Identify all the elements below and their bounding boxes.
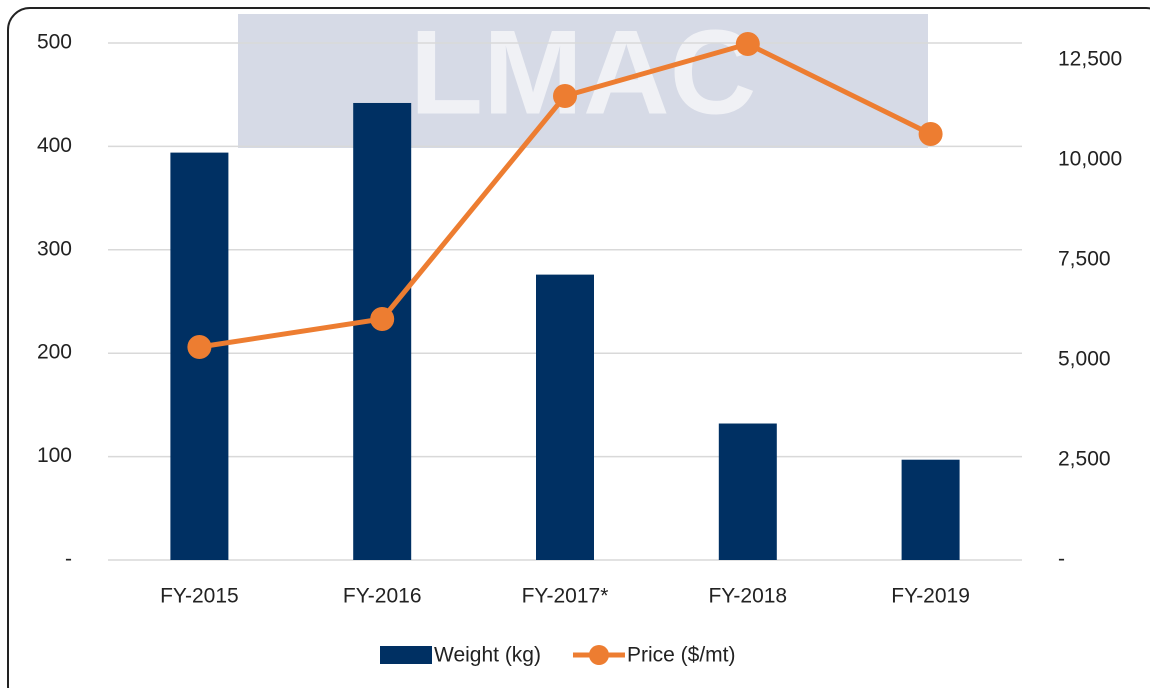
y2-tick-label: 12,500 <box>1058 48 1122 71</box>
legend-swatch <box>589 645 609 665</box>
bar <box>353 103 411 560</box>
y-tick-label: 300 <box>37 237 72 260</box>
bar <box>902 460 960 560</box>
y2-tick-label: 5,000 <box>1058 348 1111 371</box>
price-marker <box>919 122 943 146</box>
legend-swatch <box>380 646 432 664</box>
y-tick-label: - <box>65 548 72 571</box>
x-tick-label: FY-2018 <box>708 585 787 608</box>
x-tick-label: FY-2015 <box>160 585 239 608</box>
y-tick-label: 200 <box>37 341 72 364</box>
price-marker <box>553 84 577 108</box>
price-marker <box>187 335 211 359</box>
bar <box>536 275 594 560</box>
price-marker <box>370 307 394 331</box>
price-marker <box>736 32 760 56</box>
legend-label: Weight (kg) <box>434 644 541 667</box>
y-tick-label: 500 <box>37 31 72 54</box>
x-tick-label: FY-2016 <box>343 585 422 608</box>
bar <box>719 424 777 560</box>
x-tick-label: FY-2019 <box>891 585 970 608</box>
legend-label: Price ($/mt) <box>627 644 736 667</box>
y2-tick-label: - <box>1058 548 1065 571</box>
y2-tick-label: 2,500 <box>1058 448 1111 471</box>
watermark: LMAC <box>410 6 757 140</box>
x-tick-label: FY-2017* <box>522 585 609 608</box>
y-tick-label: 400 <box>37 134 72 157</box>
y2-tick-label: 7,500 <box>1058 248 1111 271</box>
y-tick-label: 100 <box>37 444 72 467</box>
chart: LMAC - 100 200 300 400 500 - 2,500 5,000 7,500 10,… <box>0 0 1150 688</box>
y2-tick-label: 10,000 <box>1058 148 1122 171</box>
